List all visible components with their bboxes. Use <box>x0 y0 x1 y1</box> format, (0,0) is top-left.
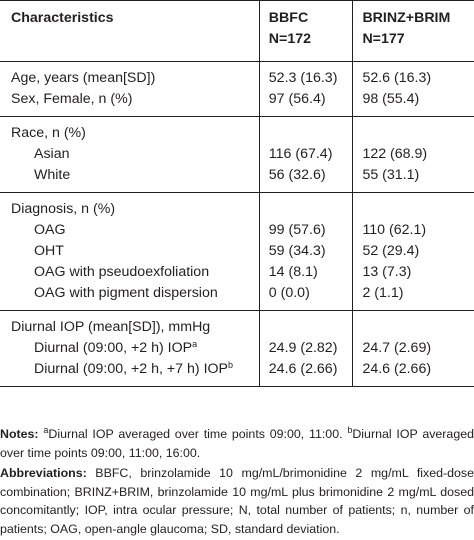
group-title: Race, n (%) <box>0 116 260 144</box>
group-title-row: Race, n (%) <box>0 116 474 145</box>
row-label: Asian <box>0 144 260 165</box>
row-label: OAG <box>0 220 260 241</box>
row-label: Age, years (mean[SD]) <box>0 61 260 89</box>
table-row: OAG with pseudoexfoliation 14 (8.1) 13 (… <box>0 262 474 283</box>
table-row: Age, years (mean[SD]) 52.3 (16.3) 52.6 (… <box>0 61 474 89</box>
table-row: Diurnal (09:00, +2 h) IOPa 24.9 (2.82) 2… <box>0 338 474 359</box>
header-characteristics: Characteristics <box>0 0 260 62</box>
notes-paragraph: Notes: aDiurnal IOP averaged over time p… <box>0 425 474 462</box>
row-label-text: Diurnal (09:00, +2 h, +7 h) IOP <box>34 361 229 377</box>
row-label: Diurnal (09:00, +2 h) IOPa <box>0 338 260 359</box>
brinz-value: 122 (68.9) <box>362 146 428 162</box>
table-notes: Notes: aDiurnal IOP averaged over time p… <box>0 425 474 540</box>
bbfc-value: 116 (67.4) <box>259 144 354 165</box>
bbfc-value: 52.3 (16.3) <box>259 61 354 89</box>
notes-label: Notes: <box>0 427 39 441</box>
bbfc-value: 56 (32.6) <box>259 165 354 193</box>
bbfc-value: 24.6 (2.66) <box>259 359 354 387</box>
group-title: Diurnal IOP (mean[SD]), mmHg <box>0 310 260 338</box>
abbreviations-paragraph: Abbreviations: BBFC, brinzolamide 10 mg/… <box>0 464 474 538</box>
group-diagnosis: Diagnosis, n (%) OAG 99 (57.6) 110 (62.1… <box>0 192 474 311</box>
group-title-row: Diurnal IOP (mean[SD]), mmHg <box>0 310 474 339</box>
note-a-text: Diurnal IOP averaged over time points 09… <box>48 427 348 441</box>
header-bbfc-n: N=172 <box>268 31 311 47</box>
group-demographics: Age, years (mean[SD]) 52.3 (16.3) 52.6 (… <box>0 61 474 117</box>
row-label: OAG with pseudoexfoliation <box>0 262 260 283</box>
brinz-value: 13 (7.3) <box>362 264 412 280</box>
table-row: Diurnal (09:00, +2 h, +7 h) IOPb 24.6 (2… <box>0 359 474 387</box>
abbreviations-label: Abbreviations: <box>0 466 87 480</box>
bbfc-value: 14 (8.1) <box>259 262 354 283</box>
row-label: Sex, Female, n (%) <box>0 89 260 117</box>
table-row: White 56 (32.6) 55 (31.1) <box>0 165 474 193</box>
empty-cell <box>353 117 474 145</box>
bbfc-value: 0 (0.0) <box>259 283 354 311</box>
empty-cell <box>353 311 474 339</box>
row-label: OAG with pigment dispersion <box>0 283 260 311</box>
bbfc-value: 99 (57.6) <box>259 220 354 241</box>
table-row: Sex, Female, n (%) 97 (56.4) 98 (55.4) <box>0 89 474 117</box>
table-row: OHT 59 (34.3) 52 (29.4) <box>0 241 474 262</box>
row-label: Diurnal (09:00, +2 h, +7 h) IOPb <box>0 359 260 387</box>
brinz-value: 24.7 (2.69) <box>362 340 432 356</box>
bbfc-value: 97 (56.4) <box>259 89 354 117</box>
group-title: Diagnosis, n (%) <box>0 192 260 220</box>
bbfc-value: 24.9 (2.82) <box>259 338 354 359</box>
note-b-text: Diurnal IOP averaged over time points 09… <box>0 427 474 460</box>
brinz-value: 52 (29.4) <box>362 243 420 259</box>
brinz-value: 110 (62.1) <box>362 222 427 238</box>
table-row: Asian 116 (67.4) 122 (68.9) <box>0 144 474 165</box>
footnote-marker: b <box>228 360 234 370</box>
empty-cell <box>353 193 474 221</box>
bbfc-value: 59 (34.3) <box>259 241 354 262</box>
group-race: Race, n (%) Asian 116 (67.4) 122 (68.9) … <box>0 116 474 193</box>
brinz-value: 2 (1.1) <box>362 285 404 301</box>
empty-cell <box>259 192 354 220</box>
group-title-row: Diagnosis, n (%) <box>0 192 474 221</box>
brinz-value: 24.6 (2.66) <box>362 361 432 377</box>
brinz-value: 98 (55.4) <box>362 91 420 107</box>
table-header: Characteristics BBFC N=172 BRINZ+BRIM N=17… <box>0 0 474 62</box>
footnote-marker-b: b <box>347 425 353 435</box>
row-label: White <box>0 165 260 193</box>
header-bbfc: BBFC N=172 <box>259 0 354 62</box>
group-diurnal-iop: Diurnal IOP (mean[SD]), mmHg Diurnal (09… <box>0 310 474 387</box>
header-brinz-name: BRINZ+BRIM <box>362 10 451 26</box>
footnote-marker: a <box>192 339 198 349</box>
row-label: OHT <box>0 241 260 262</box>
header-brinz-brim: BRINZ+BRIM N=177 <box>353 1 474 62</box>
header-brinz-n: N=177 <box>362 31 405 47</box>
brinz-value: 55 (31.1) <box>362 167 420 183</box>
empty-cell <box>259 310 354 338</box>
table-row: OAG 99 (57.6) 110 (62.1) <box>0 220 474 241</box>
brinz-value: 52.6 (16.3) <box>362 70 432 86</box>
header-bbfc-name: BBFC <box>268 10 309 26</box>
characteristics-table: Characteristics BBFC N=172 BRINZ+BRIM N=17… <box>0 0 474 387</box>
table-row: OAG with pigment dispersion 0 (0.0) 2 (1… <box>0 283 474 311</box>
header-row: Characteristics BBFC N=172 BRINZ+BRIM N=17… <box>0 0 474 62</box>
row-label-text: Diurnal (09:00, +2 h) IOP <box>34 340 193 356</box>
abbreviations-text: BBFC, brinzolamide 10 mg/mL/brimonidine … <box>0 466 474 536</box>
footnote-marker-a: a <box>43 425 49 435</box>
empty-cell <box>259 116 354 144</box>
